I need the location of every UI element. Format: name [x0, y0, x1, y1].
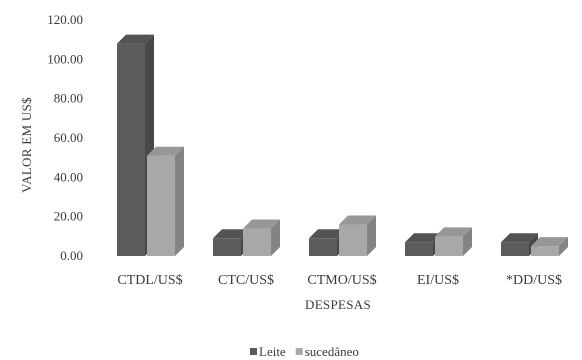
y-tick-label: 60.00	[54, 130, 83, 145]
legend: Leite sucedâneo	[250, 344, 359, 359]
legend-swatch	[250, 348, 257, 355]
y-tick-label: 100.00	[47, 51, 83, 66]
y-axis-title: VALOR EM US$	[19, 97, 34, 193]
x-axis-title: DESPESAS	[305, 297, 371, 312]
legend-item: Leite	[250, 344, 286, 359]
y-tick-label: 120.00	[47, 12, 83, 27]
bar-suced-neo-1	[243, 219, 280, 256]
x-tick-label: CTC/US$	[218, 273, 274, 288]
x-axis-ticks: CTDL/US$ CTC/US$ CTMO/US$ EI/US$ *DD/US$	[117, 273, 562, 288]
y-tick-label: 20.00	[54, 209, 83, 224]
legend-label: sucedâneo	[305, 344, 359, 359]
legend-label: Leite	[259, 344, 286, 359]
bar-suced-neo-3	[435, 227, 472, 256]
y-tick-label: 80.00	[54, 91, 83, 106]
x-tick-label: CTDL/US$	[117, 273, 182, 288]
x-tick-label: EI/US$	[417, 273, 459, 288]
bar-suced-neo-4	[531, 237, 568, 256]
x-tick-label: *DD/US$	[506, 273, 562, 288]
y-axis-ticks: 0.00 20.00 40.00 60.00 80.00 100.00 120.00	[47, 12, 83, 263]
legend-swatch	[295, 348, 303, 355]
x-tick-label: CTMO/US$	[307, 273, 376, 288]
y-tick-label: 40.00	[54, 169, 83, 184]
y-tick-label: 0.00	[60, 248, 83, 263]
legend-item: sucedâneo	[295, 344, 359, 359]
bar-suced-neo-2	[339, 215, 376, 256]
bar-leite-3	[405, 233, 442, 256]
bar-suced-neo-0	[147, 146, 184, 256]
bar-series	[117, 34, 568, 256]
